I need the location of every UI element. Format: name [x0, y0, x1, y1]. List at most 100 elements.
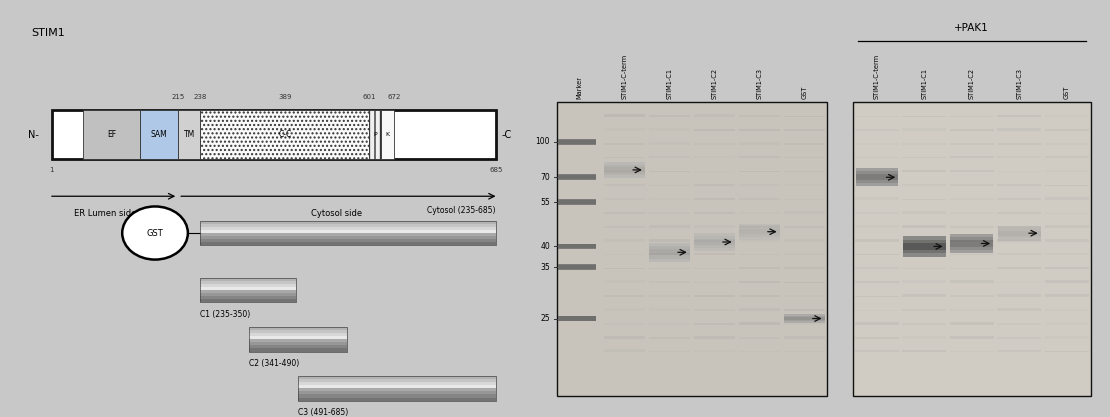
Text: 238: 238 [194, 94, 208, 100]
Bar [784, 320, 825, 322]
Bar [950, 309, 993, 311]
Bar [950, 250, 993, 253]
Bar [649, 198, 690, 200]
Bar [854, 102, 1090, 397]
Bar [738, 184, 780, 186]
Bar [604, 308, 645, 311]
Bar [997, 143, 1041, 145]
Bar [604, 336, 645, 339]
Text: C2 (341-490): C2 (341-490) [250, 359, 300, 368]
Bar [739, 232, 779, 234]
Bar [604, 239, 645, 241]
Bar [902, 225, 947, 228]
Bar [201, 290, 296, 293]
Bar [950, 184, 993, 186]
Bar [649, 246, 689, 249]
Bar [649, 171, 690, 172]
Bar [998, 226, 1041, 228]
Bar [855, 239, 899, 241]
Bar [694, 114, 735, 117]
Bar [950, 143, 993, 145]
Bar [997, 350, 1041, 352]
Bar [739, 229, 779, 232]
Bar [649, 243, 689, 246]
Bar [694, 233, 735, 236]
Text: STIM1-C2: STIM1-C2 [712, 68, 717, 99]
Bar [694, 282, 735, 283]
Bar [784, 316, 825, 317]
Bar [558, 175, 596, 179]
Text: K: K [385, 133, 390, 138]
Bar [738, 308, 780, 311]
Bar [558, 244, 596, 249]
Bar [557, 102, 827, 397]
Text: 35: 35 [541, 263, 551, 271]
Bar [902, 294, 947, 297]
Bar [784, 184, 825, 186]
Bar [856, 177, 898, 180]
Bar [1045, 322, 1089, 325]
Bar [694, 248, 735, 251]
Bar [694, 336, 735, 339]
Bar [604, 268, 645, 269]
Bar [784, 198, 825, 200]
Bar [902, 143, 947, 145]
Bar [998, 233, 1041, 236]
Bar [739, 237, 779, 240]
Bar [997, 128, 1041, 131]
Bar [855, 281, 899, 283]
Bar [997, 212, 1041, 214]
Bar [902, 157, 947, 158]
Bar [694, 156, 735, 158]
Bar [997, 337, 1041, 339]
Bar [739, 234, 779, 237]
Bar [855, 116, 899, 117]
Bar [649, 259, 689, 262]
Bar [784, 211, 825, 214]
Bar [738, 322, 780, 325]
Bar [299, 376, 496, 401]
Bar [201, 242, 496, 245]
Text: +PAK1: +PAK1 [955, 23, 989, 33]
Text: STIM1-C1: STIM1-C1 [921, 68, 927, 99]
Bar [784, 129, 825, 131]
Bar [694, 171, 735, 172]
Text: 70: 70 [541, 173, 551, 182]
Bar [694, 245, 735, 248]
Bar [649, 249, 689, 252]
Bar [649, 142, 690, 145]
Text: P: P [373, 133, 377, 138]
Bar [904, 239, 946, 243]
Bar [299, 388, 496, 392]
Bar [649, 256, 689, 259]
Bar [855, 225, 899, 228]
Bar [784, 351, 825, 352]
Bar [604, 167, 645, 170]
Bar [784, 295, 825, 297]
Bar [649, 351, 690, 352]
Bar [950, 240, 993, 244]
Bar [997, 184, 1041, 186]
Bar [649, 308, 690, 311]
Bar [604, 157, 645, 158]
Bar [649, 116, 690, 117]
Bar [51, 111, 496, 159]
Bar [1045, 239, 1089, 241]
Bar [694, 253, 735, 256]
Bar [694, 236, 735, 239]
Bar [902, 350, 947, 352]
Bar [855, 322, 899, 325]
Bar [738, 198, 780, 200]
Bar [649, 337, 690, 339]
Bar [855, 185, 899, 186]
Bar [950, 336, 993, 339]
Bar [604, 280, 645, 283]
Bar [82, 111, 140, 159]
Text: 1: 1 [49, 167, 53, 173]
Text: 215: 215 [172, 94, 184, 100]
Bar [558, 265, 596, 269]
Text: STIM1-C1: STIM1-C1 [666, 68, 673, 99]
Bar [250, 330, 347, 333]
Bar [738, 115, 780, 117]
Bar [784, 253, 825, 256]
